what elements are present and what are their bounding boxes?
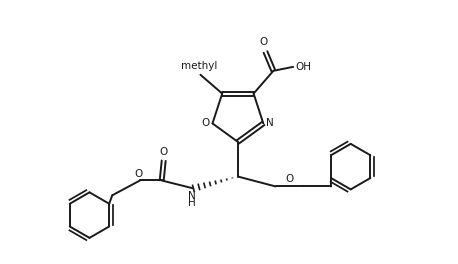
Text: O: O bbox=[159, 147, 168, 157]
Text: N: N bbox=[187, 191, 195, 201]
Text: N: N bbox=[266, 119, 274, 128]
Text: H: H bbox=[187, 198, 195, 208]
Text: OH: OH bbox=[295, 62, 311, 72]
Text: O: O bbox=[201, 119, 209, 128]
Text: O: O bbox=[135, 169, 143, 180]
Text: O: O bbox=[285, 175, 294, 185]
Text: methyl: methyl bbox=[181, 61, 218, 71]
Text: O: O bbox=[259, 37, 267, 47]
